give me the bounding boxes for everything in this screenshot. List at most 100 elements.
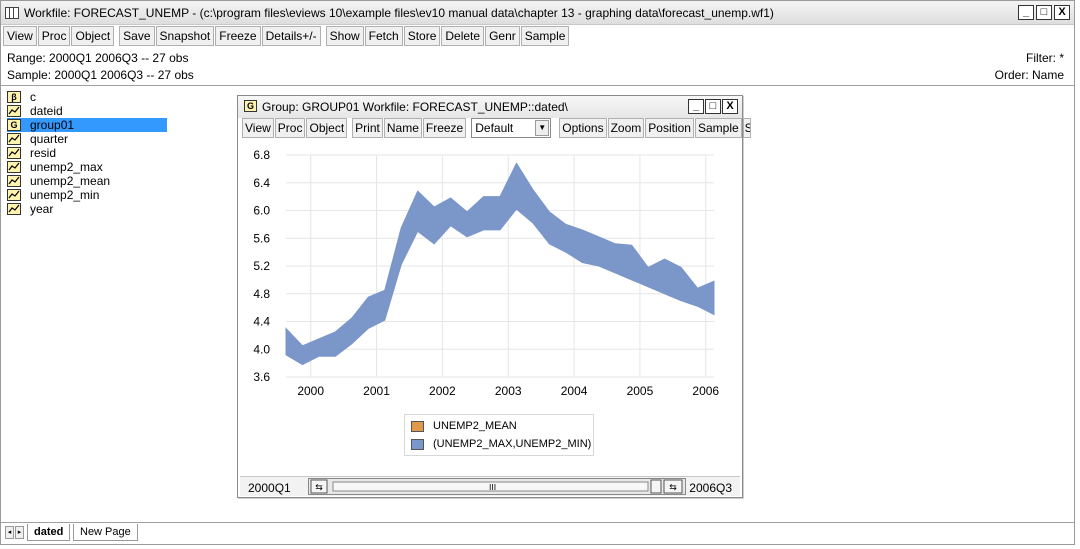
group-proc-button[interactable]: Proc	[274, 118, 306, 138]
tab-dated[interactable]: dated	[27, 524, 71, 541]
order-info[interactable]: Order: Name	[994, 68, 1064, 82]
group-close-button[interactable]: X	[722, 99, 738, 114]
maximize-button[interactable]: □	[1036, 5, 1052, 20]
group-icon: G	[7, 119, 21, 131]
y-tick-label: 6.8	[253, 148, 270, 162]
view-button[interactable]: View	[3, 26, 37, 46]
y-tick-label: 4.0	[253, 342, 270, 356]
freeze-button[interactable]: Freeze	[215, 26, 261, 46]
object-name: group01	[30, 118, 75, 132]
object-name: c	[30, 90, 36, 104]
options-button[interactable]: Options	[559, 118, 607, 138]
series-icon	[7, 175, 21, 187]
object-item-unemp2_mean[interactable]: unemp2_mean	[7, 174, 167, 188]
legend-swatch-mean	[411, 420, 424, 432]
store-button[interactable]: Store	[403, 26, 441, 46]
object-item-unemp2_min[interactable]: unemp2_min	[7, 188, 167, 202]
y-tick-label: 4.8	[253, 287, 270, 301]
object-name: unemp2_max	[30, 160, 103, 174]
slider-right-arrows[interactable]	[663, 479, 683, 494]
y-tick-label: 5.6	[253, 231, 270, 245]
group-icon: G	[244, 100, 257, 112]
slider-left-arrows[interactable]	[310, 479, 328, 494]
sample-slider[interactable]: ⇆ ⇆ III	[308, 478, 686, 495]
sample-info[interactable]: Sample: 2000Q1 2006Q3 -- 27 obs	[7, 68, 194, 82]
object-item-dateid[interactable]: dateid	[7, 104, 167, 118]
minimize-button[interactable]: _	[1018, 5, 1034, 20]
divider	[1, 85, 1074, 86]
save-button[interactable]: Save	[119, 26, 155, 46]
tab-next-button[interactable]: ▸	[15, 526, 24, 539]
delete-button[interactable]: Delete	[441, 26, 485, 46]
proc-button[interactable]: Proc	[37, 26, 71, 46]
object-name: unemp2_min	[30, 188, 100, 202]
group-s-button[interactable]: S	[742, 118, 751, 138]
legend-label-band: (UNEMP2_MAX,UNEMP2_MIN)	[433, 438, 592, 450]
tab-prev-button[interactable]: ◂	[5, 526, 14, 539]
sample-button[interactable]: Sample	[520, 26, 570, 46]
band-area	[285, 162, 715, 366]
slider-end-handle[interactable]	[650, 479, 662, 494]
x-tick-label: 2006	[692, 384, 719, 398]
zoom-button[interactable]: Zoom	[607, 118, 645, 138]
group-freeze-button[interactable]: Freeze	[422, 118, 467, 138]
band-chart: 3.6 4.0 4.4 4.8 5.2 5.6 6.0 6.4 6.8 2000 2001 2002 2…	[253, 148, 719, 398]
group-toolbar: View Proc Object Print Name Freeze Defau…	[242, 118, 752, 140]
sample-start: 2000Q1	[248, 481, 291, 495]
group-minimize-button[interactable]: _	[688, 99, 704, 114]
object-name: year	[30, 202, 54, 216]
fetch-button[interactable]: Fetch	[364, 26, 403, 46]
close-button[interactable]: X	[1054, 5, 1070, 20]
object-item-resid[interactable]: resid	[7, 146, 167, 160]
series-icon	[7, 147, 21, 159]
object-name: resid	[30, 146, 57, 160]
group-title-bar[interactable]: G Group: GROUP01 Workfile: FORECAST_UNEM…	[238, 96, 742, 118]
position-button[interactable]: Position	[645, 118, 694, 138]
group-sample-button[interactable]: Sample	[694, 118, 742, 138]
object-button[interactable]: Object	[71, 26, 115, 46]
object-item-year[interactable]: year	[7, 202, 167, 216]
y-tick-label: 6.0	[253, 204, 270, 218]
group-window-title: Group: GROUP01 Workfile: FORECAST_UNEMP:…	[262, 100, 568, 114]
details-button[interactable]: Details+/-	[261, 26, 321, 46]
group-maximize-button[interactable]: □	[705, 99, 721, 114]
svg-text:⇆: ⇆	[669, 483, 677, 493]
genr-button[interactable]: Genr	[485, 26, 520, 46]
object-name: dateid	[30, 104, 63, 118]
object-item-quarter[interactable]: quarter	[7, 132, 167, 146]
title-bar[interactable]: Workfile: FORECAST_UNEMP - (c:\program f…	[1, 1, 1074, 25]
object-item-unemp2_max[interactable]: unemp2_max	[7, 160, 167, 174]
object-name: unemp2_mean	[30, 174, 111, 188]
object-name: quarter	[30, 132, 69, 146]
y-tick-label: 3.6	[253, 370, 270, 384]
x-tick-label: 2005	[627, 384, 654, 398]
group-object-button[interactable]: Object	[306, 118, 348, 138]
x-tick-label: 2002	[429, 384, 456, 398]
tab-new-page[interactable]: New Page	[73, 524, 138, 541]
group-view-button[interactable]: View	[242, 118, 274, 138]
snapshot-button[interactable]: Snapshot	[155, 26, 215, 46]
sample-end: 2006Q3	[689, 481, 732, 495]
beta-icon: β	[7, 91, 21, 103]
range-info[interactable]: Range: 2000Q1 2006Q3 -- 27 obs	[7, 51, 189, 65]
x-tick-label: 2004	[561, 384, 588, 398]
page-tabs-bar: ◂ ▸ dated New Page	[1, 522, 1074, 542]
workfile-icon	[5, 7, 19, 19]
group-window: G Group: GROUP01 Workfile: FORECAST_UNEM…	[237, 95, 751, 498]
y-tick-label: 6.4	[253, 176, 270, 190]
workfile-toolbar: View Proc Object Save Snapshot Freeze De…	[3, 26, 570, 47]
show-button[interactable]: Show	[325, 26, 364, 46]
svg-text:⇆: ⇆	[315, 483, 323, 493]
group-name-button[interactable]: Name	[383, 118, 422, 138]
group-print-button[interactable]: Print	[352, 118, 383, 138]
filter-info[interactable]: Filter: *	[1025, 51, 1064, 65]
graph-type-dropdown[interactable]: Default ▼	[471, 118, 552, 138]
series-icon	[7, 105, 21, 117]
x-tick-label: 2000	[297, 384, 324, 398]
chevron-down-icon[interactable]: ▼	[535, 120, 550, 136]
legend-swatch-band	[411, 438, 424, 450]
